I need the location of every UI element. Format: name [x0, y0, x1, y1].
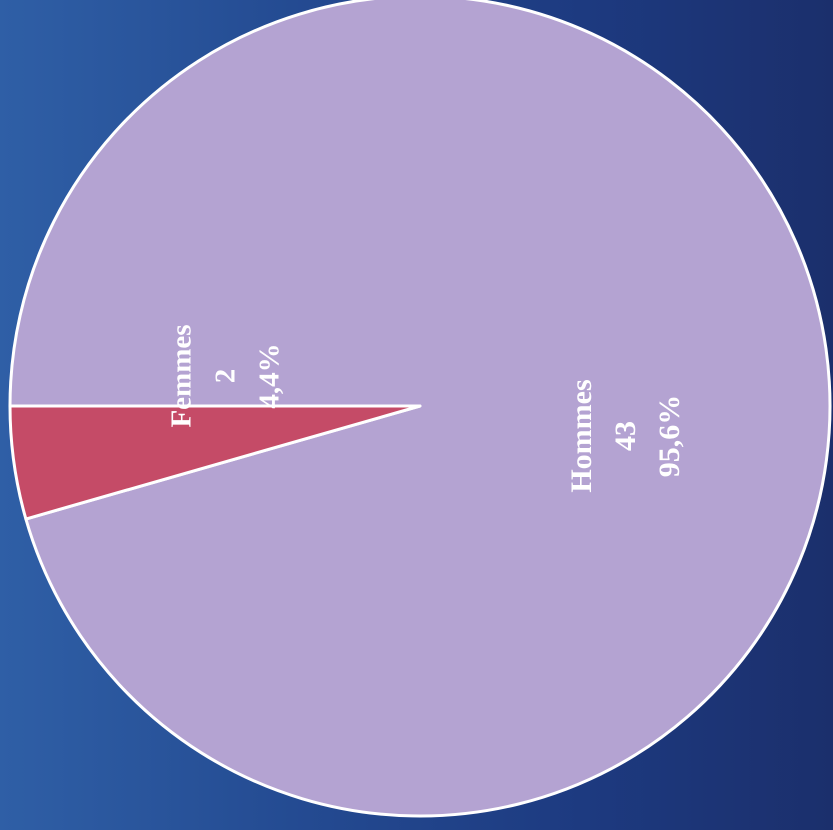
slice-label-femmes: Femmes 2 4,4%	[166, 324, 286, 427]
hommes-value-label: 43	[609, 421, 642, 451]
slice-label-hommes: Hommes 43 95,6%	[565, 379, 686, 492]
pie-slices	[8, 0, 832, 818]
hommes-category-label: Hommes	[565, 379, 598, 492]
femmes-value-label: 2	[210, 369, 242, 384]
pie-slice-femmes	[8, 404, 422, 521]
pie-labels: Hommes 43 95,6% Femmes 2 4,4%	[166, 324, 686, 492]
femmes-percent-label: 4,4%	[254, 343, 286, 408]
hommes-percent-label: 95,6%	[653, 395, 686, 478]
femmes-category-label: Femmes	[166, 324, 198, 427]
pie-slice-hommes	[8, 0, 832, 818]
